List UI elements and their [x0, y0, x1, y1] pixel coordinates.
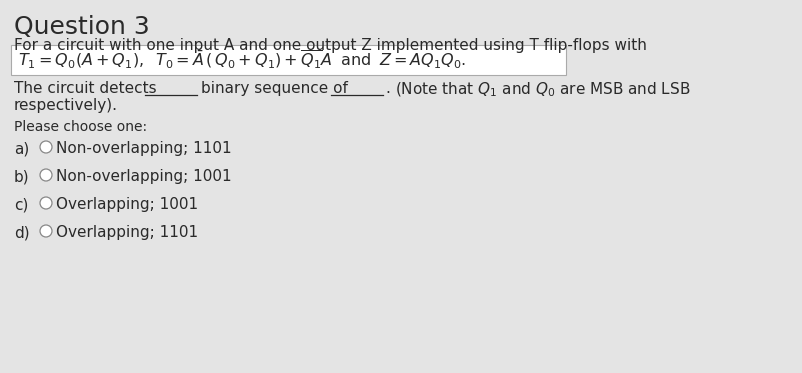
Text: d): d)	[14, 225, 30, 240]
Circle shape	[40, 169, 52, 181]
Circle shape	[40, 197, 52, 209]
Text: Please choose one:: Please choose one:	[14, 120, 147, 134]
Text: For a circuit with one input A and one output Z implemented using T flip-flops w: For a circuit with one input A and one o…	[14, 38, 647, 53]
Circle shape	[40, 141, 52, 153]
Text: a): a)	[14, 141, 29, 156]
FancyBboxPatch shape	[11, 45, 566, 75]
Text: Non-overlapping; 1101: Non-overlapping; 1101	[56, 141, 232, 156]
Text: c): c)	[14, 197, 28, 212]
Text: Non-overlapping; 1001: Non-overlapping; 1001	[56, 169, 232, 184]
Text: The circuit detects: The circuit detects	[14, 81, 156, 96]
Text: $T_1 = Q_0(A + Q_1),\;\;$$T_0 = \bar{A}\,(\,Q_0 + Q_1) + \overline{Q_1}A$$\;\;\m: $T_1 = Q_0(A + Q_1),\;\;$$T_0 = \bar{A}\…	[18, 49, 466, 71]
Text: Question 3: Question 3	[14, 15, 150, 39]
Text: respectively).: respectively).	[14, 98, 118, 113]
Text: (Note that $Q_1$ and $Q_0$ are MSB and LSB: (Note that $Q_1$ and $Q_0$ are MSB and L…	[395, 81, 691, 99]
Text: Overlapping; 1001: Overlapping; 1001	[56, 197, 198, 212]
Circle shape	[40, 225, 52, 237]
Text: b): b)	[14, 169, 30, 184]
Text: binary sequence of: binary sequence of	[201, 81, 348, 96]
Text: Overlapping; 1101: Overlapping; 1101	[56, 225, 198, 240]
Text: .: .	[386, 81, 395, 96]
